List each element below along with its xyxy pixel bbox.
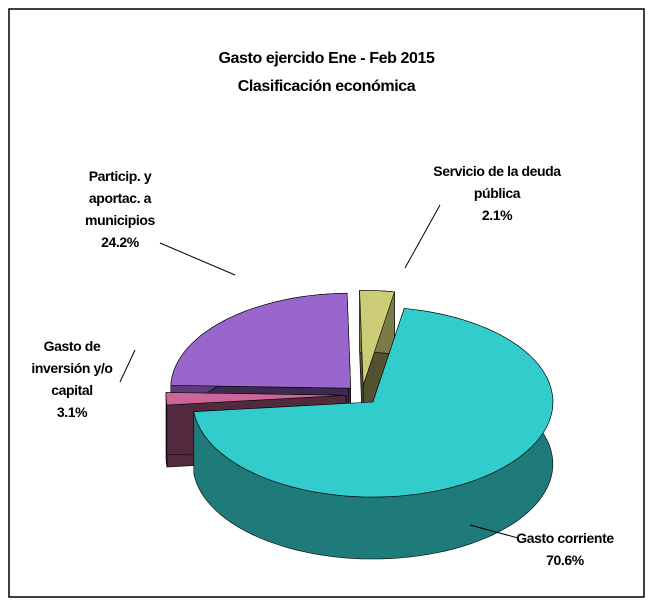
leader-line: [469, 524, 519, 539]
category-label: Particip. y aportac. a municipios: [85, 168, 155, 228]
value-label: 24.2%: [101, 234, 139, 250]
value-label: 2.1%: [481, 207, 513, 223]
category-label: Gasto de inversión y/o capital: [31, 338, 113, 398]
data-label: Gasto de inversión y/o capital 3.1%: [17, 335, 127, 423]
data-label: Particip. y aportac. a municipios 24.2%: [65, 165, 175, 253]
leader-line: [159, 242, 236, 276]
data-label: Gasto corriente 70.6%: [490, 527, 640, 571]
slice: [359, 290, 395, 386]
category-label: Servicio de la deuda pública: [433, 163, 561, 201]
slice: [170, 292, 352, 389]
leader-line: [119, 349, 136, 383]
chart-title: Gasto ejercido Ene - Feb 2015: [218, 50, 435, 67]
slice: [193, 308, 554, 498]
value-label: 70.6%: [546, 552, 584, 568]
leader-line: [404, 204, 441, 269]
category-label: Gasto corriente: [516, 530, 614, 546]
data-label: Servicio de la deuda pública 2.1%: [432, 160, 562, 226]
chart-subtitle: Clasificación económica: [237, 78, 416, 95]
value-label: 3.1%: [56, 404, 88, 420]
slice: [165, 392, 347, 406]
